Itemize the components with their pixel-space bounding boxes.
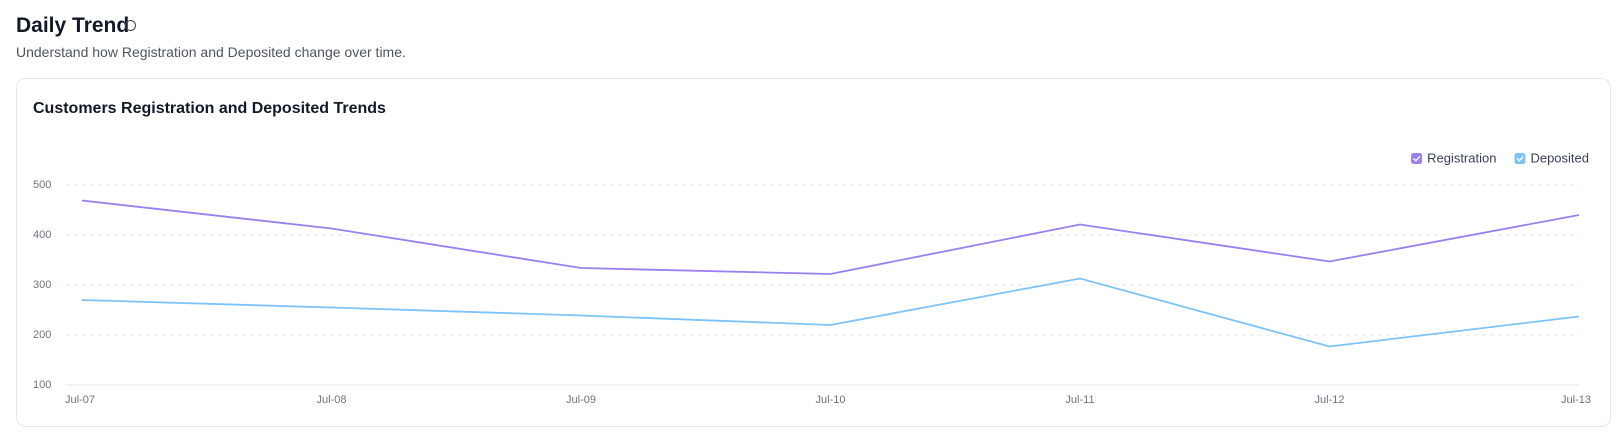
- chart-title: Customers Registration and Deposited Tre…: [33, 100, 386, 117]
- legend-label[interactable]: Registration: [1427, 150, 1496, 165]
- y-tick-label: 500: [33, 179, 51, 191]
- legend-checkbox[interactable]: [1514, 153, 1526, 164]
- x-tick-label: Jul-10: [816, 394, 846, 406]
- y-tick-label: 200: [33, 329, 51, 341]
- x-tick-label: Jul-07: [65, 394, 95, 406]
- y-tick-label: 300: [33, 279, 51, 291]
- legend-checkbox[interactable]: [1411, 153, 1423, 164]
- legend-check: [1516, 156, 1524, 162]
- line-series: [81, 277, 1580, 348]
- section-subtitle: Understand how Registration and Deposite…: [16, 44, 406, 60]
- section-title: Daily Trend: [16, 14, 130, 37]
- legend-label[interactable]: Deposited: [1530, 150, 1589, 165]
- x-tick-label: Jul-12: [1315, 394, 1345, 406]
- x-tick-label: Jul-08: [317, 394, 347, 406]
- line-series: [81, 199, 1580, 275]
- y-tick-label: 100: [33, 379, 51, 391]
- info-icon[interactable]: [125, 20, 136, 31]
- x-tick-label: Jul-09: [566, 394, 596, 406]
- x-tick-label: Jul-11: [1065, 394, 1094, 406]
- legend-check: [1413, 156, 1421, 162]
- y-tick-label: 400: [33, 229, 51, 241]
- x-tick-label: Jul-13: [1561, 394, 1591, 406]
- chart-card: [16, 78, 1611, 427]
